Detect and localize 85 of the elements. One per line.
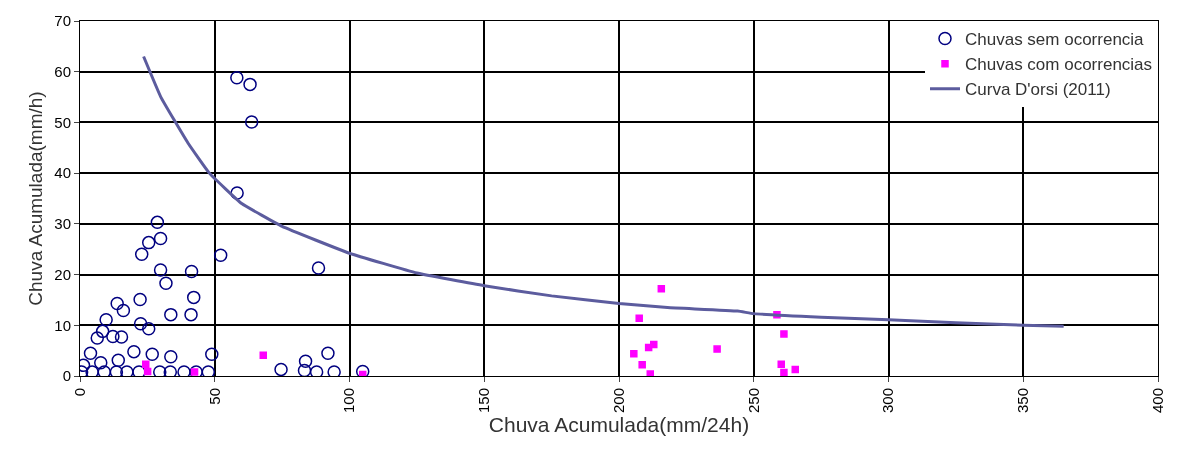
point xyxy=(201,365,216,376)
point xyxy=(99,312,113,327)
point xyxy=(184,307,198,322)
point xyxy=(713,345,721,353)
x-tick-label: 250 xyxy=(744,388,762,414)
point xyxy=(309,365,324,376)
point xyxy=(150,215,165,230)
point xyxy=(85,365,99,376)
legend-label: Chuvas sem ocorrencia xyxy=(965,30,1145,50)
point xyxy=(164,349,178,364)
point xyxy=(141,235,156,250)
point xyxy=(230,71,244,85)
point xyxy=(630,349,638,358)
y-tick-label: 50 xyxy=(54,113,71,131)
point xyxy=(141,322,156,336)
point xyxy=(644,343,653,352)
point xyxy=(213,248,228,263)
point xyxy=(114,330,129,344)
x-tick-label: 50 xyxy=(205,388,223,405)
point xyxy=(177,365,191,376)
point xyxy=(106,329,120,344)
x-tick-label: 0 xyxy=(70,388,88,397)
point xyxy=(274,362,288,376)
x-axis-title: Chuva Acumulada(mm/24h) xyxy=(488,413,750,437)
y-axis-title: Chuva Acumulada(mm/h) xyxy=(25,91,47,306)
point xyxy=(145,347,159,361)
legend-label: Chuvas com ocorrencias xyxy=(965,55,1153,75)
point xyxy=(780,330,788,338)
y-tick-label: 40 xyxy=(54,164,71,182)
point xyxy=(120,365,134,376)
point xyxy=(189,365,203,376)
point xyxy=(153,365,167,376)
point xyxy=(134,247,149,262)
point xyxy=(127,344,141,359)
y-tick-label: 60 xyxy=(54,62,71,80)
y-tick-label: 70 xyxy=(54,12,71,30)
point xyxy=(111,353,126,368)
point xyxy=(153,263,168,277)
point xyxy=(780,368,788,376)
point xyxy=(243,77,257,92)
point xyxy=(259,351,268,359)
point xyxy=(184,264,199,279)
point xyxy=(327,365,341,376)
point xyxy=(298,354,313,369)
point xyxy=(635,314,643,322)
point xyxy=(638,361,646,369)
point xyxy=(90,331,104,345)
point xyxy=(205,347,219,361)
point xyxy=(109,365,124,376)
point xyxy=(355,364,370,376)
point xyxy=(97,365,112,376)
point xyxy=(159,276,173,290)
x-tick-label: 300 xyxy=(879,388,897,414)
point xyxy=(230,186,244,200)
x-tick-label: 150 xyxy=(475,388,493,414)
point xyxy=(163,365,178,376)
point xyxy=(133,292,147,307)
x-tick-label: 400 xyxy=(1148,388,1166,414)
point xyxy=(153,231,168,246)
point xyxy=(133,317,148,331)
point xyxy=(297,363,312,376)
y-tick-label: 0 xyxy=(62,367,71,385)
point xyxy=(83,346,98,360)
point xyxy=(657,285,666,293)
point xyxy=(95,324,110,339)
y-tick-label: 30 xyxy=(54,215,71,233)
point xyxy=(311,261,326,275)
point xyxy=(164,307,178,322)
point xyxy=(110,296,124,311)
point xyxy=(143,367,152,376)
legend-label: Curva D'orsi (2011) xyxy=(965,80,1111,100)
point xyxy=(142,360,150,369)
point xyxy=(321,346,335,360)
point xyxy=(116,303,131,318)
y-tick-label: 20 xyxy=(54,265,71,283)
point xyxy=(94,356,108,370)
point xyxy=(132,365,146,376)
point xyxy=(244,115,259,129)
x-tick-label: 350 xyxy=(1014,388,1032,414)
point xyxy=(777,360,785,369)
point xyxy=(186,290,201,305)
point xyxy=(791,365,799,374)
y-tick-label: 10 xyxy=(54,316,71,334)
x-tick-label: 200 xyxy=(609,388,627,414)
x-tick-label: 100 xyxy=(340,388,358,414)
